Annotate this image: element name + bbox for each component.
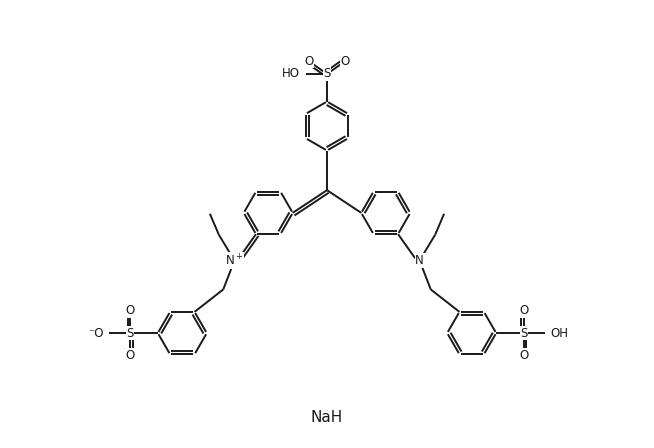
- Text: ⁻O: ⁻O: [88, 327, 103, 340]
- Text: S: S: [126, 327, 134, 340]
- Text: S: S: [520, 327, 528, 340]
- Text: OH: OH: [551, 327, 568, 340]
- Text: O: O: [126, 349, 135, 362]
- Text: O: O: [519, 304, 528, 317]
- Text: O: O: [126, 304, 135, 317]
- Text: O: O: [341, 55, 350, 68]
- Text: N$^+$: N$^+$: [225, 253, 244, 268]
- Text: NaH: NaH: [311, 410, 343, 425]
- Text: O: O: [519, 349, 528, 362]
- Text: N: N: [415, 254, 424, 267]
- Text: S: S: [323, 68, 331, 81]
- Text: HO: HO: [283, 68, 300, 81]
- Text: O: O: [304, 55, 313, 68]
